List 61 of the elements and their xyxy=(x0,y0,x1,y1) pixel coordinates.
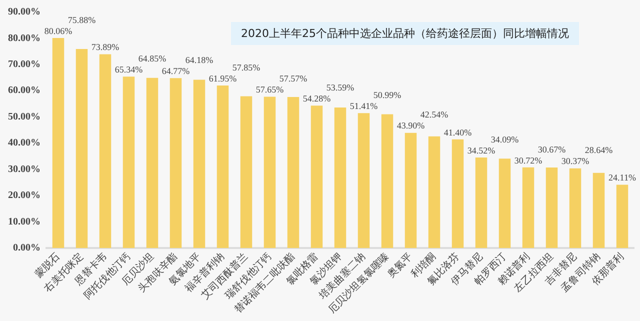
data-label: 57.65% xyxy=(256,84,284,95)
bar xyxy=(287,97,300,248)
data-label: 61.95% xyxy=(208,73,238,84)
data-label: 64.85% xyxy=(138,54,167,64)
data-label: 34.52% xyxy=(467,145,496,156)
y-tick-label: 40.00% xyxy=(8,138,40,149)
y-tick-label: 30.00% xyxy=(8,164,40,175)
data-label: 57.85% xyxy=(232,62,261,72)
bar xyxy=(381,114,394,248)
bar xyxy=(310,106,323,248)
y-tick-label: 80.00% xyxy=(8,32,40,44)
bar xyxy=(170,78,182,248)
bar xyxy=(522,167,534,248)
bar xyxy=(569,168,582,248)
y-tick-label: 90.00% xyxy=(8,6,40,18)
data-label: 42.54% xyxy=(420,110,449,120)
bar xyxy=(240,96,252,248)
data-label: 43.90% xyxy=(396,120,426,131)
data-label: 64.77% xyxy=(162,66,190,76)
data-label: 50.99% xyxy=(373,90,402,100)
y-tick-label: 0.00% xyxy=(13,242,40,254)
bar xyxy=(76,49,88,248)
bar xyxy=(404,132,417,248)
data-label: 57.57% xyxy=(279,74,308,84)
data-label: 30.67% xyxy=(538,144,566,154)
bar xyxy=(193,80,206,248)
bar xyxy=(592,172,605,248)
bar xyxy=(498,158,511,248)
data-label: 80.06% xyxy=(44,26,73,36)
bar xyxy=(546,168,558,248)
y-tick-label: 50.00% xyxy=(8,111,40,122)
bar xyxy=(428,136,440,248)
bar xyxy=(52,38,64,248)
data-label: 41.40% xyxy=(444,127,472,138)
data-label: 28.64% xyxy=(584,145,614,156)
bar xyxy=(146,78,158,248)
bar xyxy=(358,113,370,248)
y-tick-label: 70.00% xyxy=(8,59,40,70)
bar xyxy=(475,157,488,248)
data-label: 53.59% xyxy=(326,82,355,93)
text: 2020上半年25个品种中选企业品种（给药途径层面）同比增幅情况 xyxy=(231,22,579,45)
bar xyxy=(452,139,464,248)
y-tick-label: 20.00% xyxy=(8,190,40,202)
bar xyxy=(334,107,346,248)
data-label: 30.37% xyxy=(561,156,590,166)
y-tick-label: 10.00% xyxy=(8,216,40,228)
bar xyxy=(264,96,276,248)
data-label: 65.34% xyxy=(114,64,144,75)
bar xyxy=(616,184,628,248)
data-label: 34.09% xyxy=(490,134,520,144)
data-label: 73.89% xyxy=(91,42,120,52)
data-label: 75.88% xyxy=(68,14,96,25)
data-label: 30.72% xyxy=(514,155,543,166)
y-tick-label: 60.00% xyxy=(8,85,40,96)
data-label: 51.41% xyxy=(350,101,378,112)
bar xyxy=(216,86,229,248)
bar xyxy=(122,76,135,248)
bar xyxy=(99,54,112,248)
data-label: 24.11% xyxy=(608,172,636,183)
data-label: 54.28% xyxy=(302,94,332,104)
data-label: 64.18% xyxy=(185,55,214,66)
